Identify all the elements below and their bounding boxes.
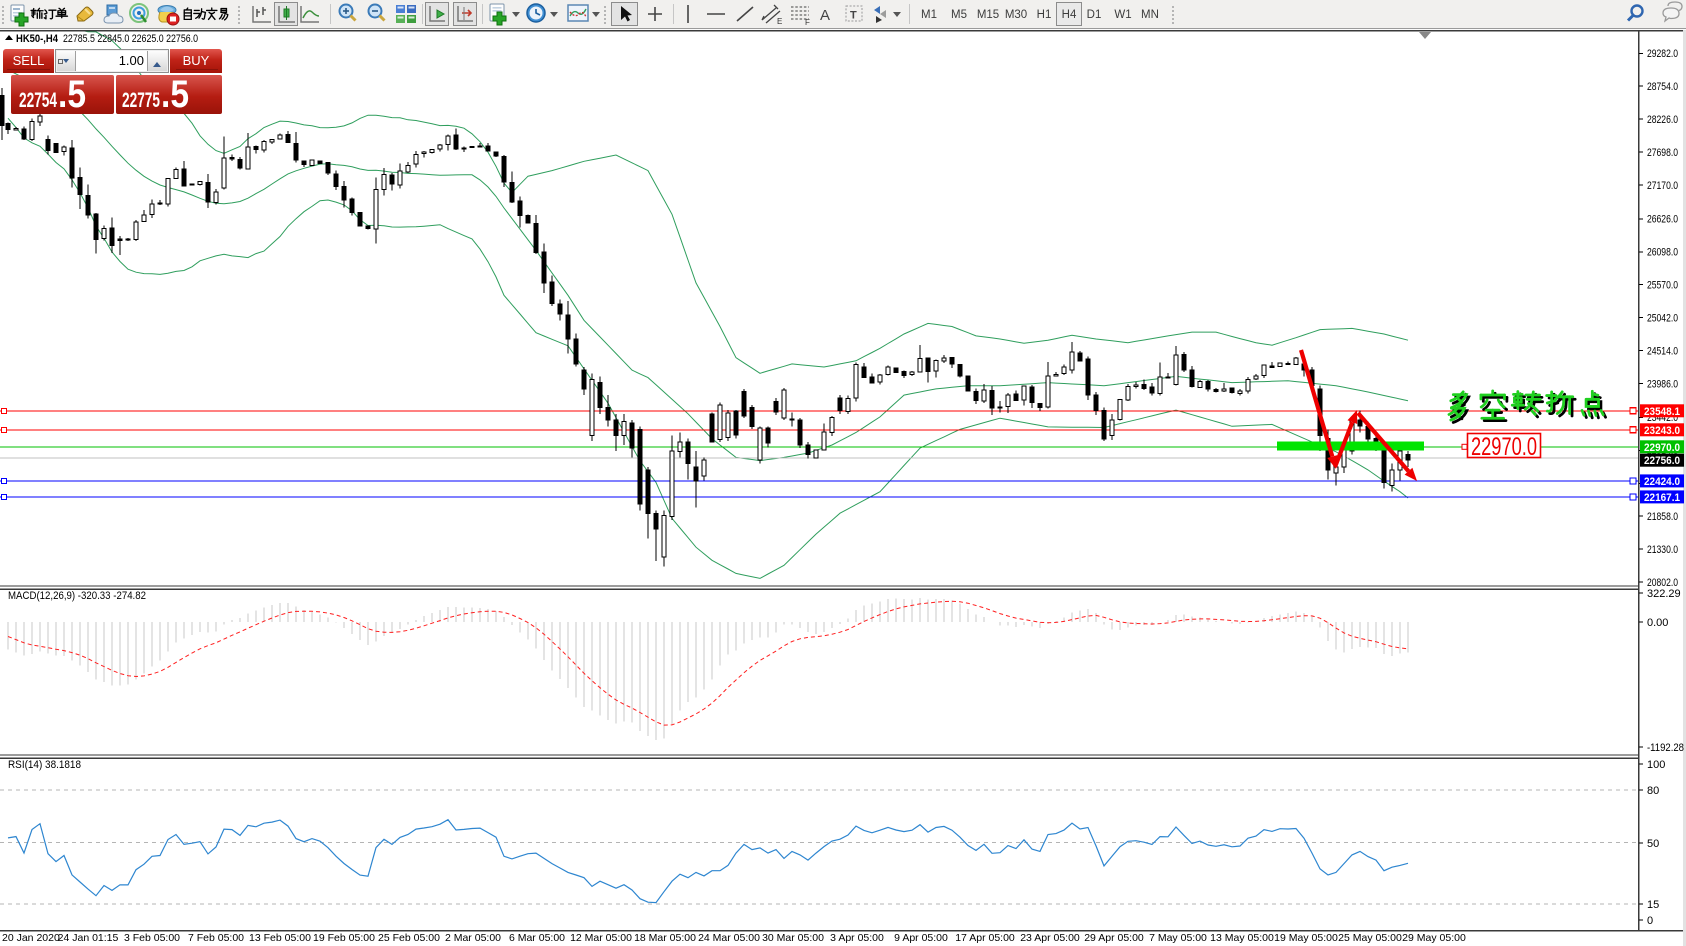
- svg-text:22785.5 22845.0 22625.0 22756.: 22785.5 22845.0 22625.0 22756.0: [63, 33, 198, 45]
- svg-text:24514.0: 24514.0: [1647, 345, 1678, 357]
- svg-text:6 Mar 05:00: 6 Mar 05:00: [509, 932, 565, 944]
- svg-text:22754: 22754: [19, 89, 57, 112]
- svg-text:3 Feb 05:00: 3 Feb 05:00: [124, 932, 180, 944]
- svg-text:28226.0: 28226.0: [1647, 114, 1678, 126]
- svg-text:322.29: 322.29: [1647, 588, 1681, 600]
- svg-text:23 Apr 05:00: 23 Apr 05:00: [1020, 932, 1080, 944]
- svg-text:7 Feb 05:00: 7 Feb 05:00: [188, 932, 244, 944]
- svg-text:80: 80: [1647, 785, 1659, 797]
- svg-text:7 May 05:00: 7 May 05:00: [1149, 932, 1207, 944]
- svg-text:26098.0: 26098.0: [1647, 247, 1678, 259]
- svg-text:17 Apr 05:00: 17 Apr 05:00: [955, 932, 1015, 944]
- svg-text:25 May 05:00: 25 May 05:00: [1338, 932, 1402, 944]
- svg-text:25042.0: 25042.0: [1647, 313, 1678, 325]
- svg-text:HK50-,H4: HK50-,H4: [16, 33, 59, 45]
- svg-text:9 Apr 05:00: 9 Apr 05:00: [894, 932, 948, 944]
- svg-text:18 Mar 05:00: 18 Mar 05:00: [634, 932, 696, 944]
- svg-text:W1: W1: [1114, 9, 1131, 21]
- svg-text:21330.0: 21330.0: [1647, 544, 1678, 556]
- svg-text:20802.0: 20802.0: [1647, 577, 1678, 589]
- svg-text:23243.0: 23243.0: [1644, 425, 1680, 437]
- svg-text:H4: H4: [1062, 9, 1077, 21]
- svg-text:27698.0: 27698.0: [1647, 147, 1678, 159]
- svg-text:M30: M30: [1005, 9, 1027, 21]
- svg-text:24 Jan 01:15: 24 Jan 01:15: [58, 932, 119, 944]
- svg-text:RSI(14) 38.1818: RSI(14) 38.1818: [8, 759, 81, 771]
- svg-text:21858.0: 21858.0: [1647, 511, 1678, 523]
- svg-text:19 Feb 05:00: 19 Feb 05:00: [313, 932, 375, 944]
- svg-text:2 Mar 05:00: 2 Mar 05:00: [445, 932, 501, 944]
- svg-text:F: F: [805, 18, 810, 27]
- svg-text:100: 100: [1647, 759, 1665, 771]
- svg-text:T: T: [850, 10, 857, 22]
- svg-text:27170.0: 27170.0: [1647, 180, 1678, 192]
- svg-text:19 May 05:00: 19 May 05:00: [1274, 932, 1338, 944]
- svg-text:E: E: [777, 17, 782, 26]
- svg-text:22167.1: 22167.1: [1644, 492, 1680, 504]
- svg-text:25570.0: 25570.0: [1647, 280, 1678, 292]
- svg-text:MACD(12,26,9) -320.33 -274.82: MACD(12,26,9) -320.33 -274.82: [8, 590, 146, 602]
- svg-text:13 Feb 05:00: 13 Feb 05:00: [249, 932, 311, 944]
- svg-text:13 May 05:00: 13 May 05:00: [1210, 932, 1274, 944]
- svg-text:23986.0: 23986.0: [1647, 378, 1678, 390]
- svg-text:A: A: [820, 7, 830, 24]
- svg-text:29 May 05:00: 29 May 05:00: [1402, 932, 1466, 944]
- svg-text:25 Feb 05:00: 25 Feb 05:00: [378, 932, 440, 944]
- svg-text:MN: MN: [1141, 9, 1159, 21]
- svg-text:-1192.28: -1192.28: [1647, 742, 1684, 754]
- svg-text:26626.0: 26626.0: [1647, 214, 1678, 226]
- svg-text:12 Mar 05:00: 12 Mar 05:00: [570, 932, 632, 944]
- svg-text:0.00: 0.00: [1647, 617, 1668, 629]
- svg-text:22424.0: 22424.0: [1644, 476, 1680, 488]
- svg-text:29282.0: 29282.0: [1647, 48, 1678, 60]
- svg-text:22775: 22775: [122, 89, 160, 112]
- svg-text:24 Mar 05:00: 24 Mar 05:00: [698, 932, 760, 944]
- svg-text:22970.0: 22970.0: [1644, 442, 1680, 454]
- svg-text:15: 15: [1647, 899, 1659, 911]
- svg-text:D1: D1: [1087, 9, 1102, 21]
- svg-text:50: 50: [1647, 838, 1659, 850]
- svg-text:M15: M15: [977, 9, 999, 21]
- svg-text:.5: .5: [161, 73, 189, 114]
- svg-text:22756.0: 22756.0: [1644, 455, 1680, 467]
- svg-text:20 Jan 2020: 20 Jan 2020: [2, 932, 60, 944]
- svg-text:23548.1: 23548.1: [1644, 406, 1680, 418]
- svg-text:22970.0: 22970.0: [1471, 433, 1537, 461]
- svg-text:H1: H1: [1037, 9, 1052, 21]
- svg-text:3 Apr 05:00: 3 Apr 05:00: [830, 932, 884, 944]
- svg-text:28754.0: 28754.0: [1647, 81, 1678, 93]
- svg-text:M1: M1: [921, 9, 937, 21]
- svg-text:.5: .5: [58, 73, 86, 114]
- svg-text:29 Apr 05:00: 29 Apr 05:00: [1084, 932, 1144, 944]
- svg-text:30 Mar 05:00: 30 Mar 05:00: [762, 932, 824, 944]
- svg-text:M5: M5: [951, 9, 967, 21]
- svg-text:0: 0: [1647, 915, 1653, 927]
